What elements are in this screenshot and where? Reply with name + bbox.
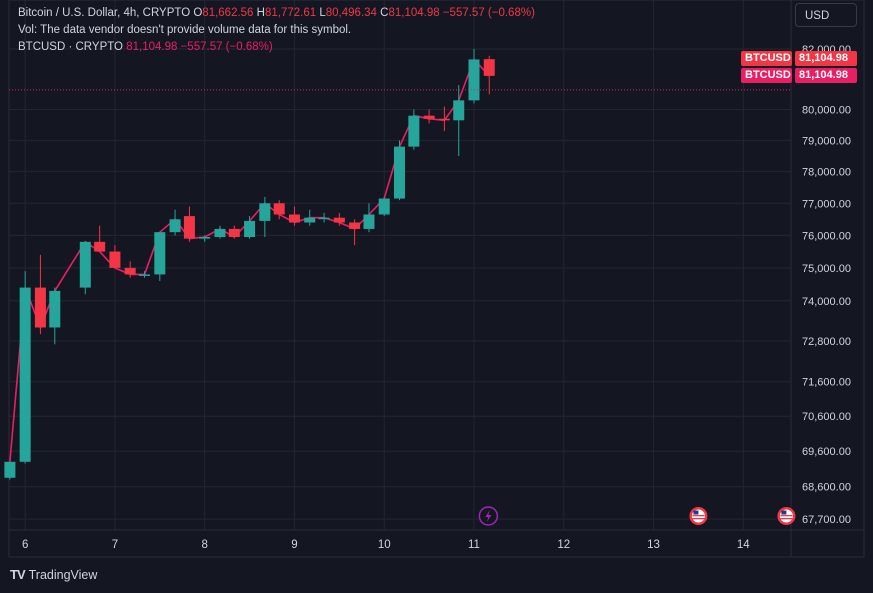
candle-up[interactable]: [378, 198, 390, 215]
candle-up[interactable]: [4, 461, 16, 478]
flag-canton: [693, 510, 699, 515]
candle-down[interactable]: [228, 228, 240, 237]
ohlc-change: −557.57 (−0.68%): [442, 7, 535, 19]
candle-up[interactable]: [259, 203, 271, 221]
y-tick-label: 80,000.00: [802, 105, 851, 117]
y-tick-label: 70,600.00: [802, 411, 851, 423]
y-tick-label: 76,000.00: [802, 230, 851, 242]
price-label-symbol-2: BTCUSD: [741, 68, 792, 83]
x-tick-label: 6: [22, 539, 28, 551]
ohlc-low: L80,496.34: [319, 7, 377, 19]
candle-down[interactable]: [34, 287, 46, 328]
price-label-symbol-1: BTCUSD: [741, 51, 792, 66]
brand-name[interactable]: TradingView: [28, 567, 98, 582]
x-tick-label: 9: [291, 539, 297, 551]
symbol-title[interactable]: Bitcoin / U.S. Dollar, 4h, CRYPTO: [18, 7, 191, 19]
candle-down[interactable]: [109, 251, 121, 268]
ohlc-close: C81,104.98: [380, 7, 440, 19]
lightning-bolt: [485, 510, 492, 522]
flag-stripe: [692, 515, 705, 517]
y-tick-label: 75,000.00: [802, 263, 851, 275]
event-markers[interactable]: [478, 506, 796, 526]
chart-grid: [9, 0, 864, 557]
indicator-name[interactable]: BTCUSD · CRYPTO: [18, 41, 124, 53]
candle-up[interactable]: [318, 217, 330, 220]
candle-up[interactable]: [49, 290, 61, 328]
x-tick-label: 11: [468, 539, 480, 551]
candle-up[interactable]: [244, 220, 256, 237]
x-tick-label: 8: [201, 539, 207, 551]
x-tick-label: 10: [378, 539, 391, 551]
candle-down[interactable]: [273, 203, 285, 215]
flag-stripe: [780, 518, 793, 520]
y-tick-label: 68,600.00: [802, 482, 851, 494]
candle-down[interactable]: [483, 59, 495, 76]
x-tick-label: 14: [737, 539, 750, 551]
candle-down[interactable]: [423, 115, 435, 119]
candle-down[interactable]: [288, 214, 300, 223]
x-tick-label: 7: [112, 539, 118, 551]
candle-up[interactable]: [169, 219, 181, 233]
ohlc-open: O81,662.56: [193, 7, 254, 19]
y-tick-label: 74,000.00: [802, 296, 851, 308]
flag-canton: [781, 510, 787, 515]
y-tick-label: 77,000.00: [802, 198, 851, 210]
y-tick-label: 72,800.00: [802, 336, 851, 348]
y-tick-label: 67,700.00: [802, 514, 851, 526]
tradingview-logo-icon[interactable]: TV: [10, 567, 26, 582]
candle-down[interactable]: [333, 217, 345, 223]
candle-up[interactable]: [468, 59, 480, 101]
x-tick-label: 12: [557, 539, 570, 551]
candle-down[interactable]: [183, 216, 195, 239]
candle-up[interactable]: [393, 146, 405, 199]
y-tick-label: 69,600.00: [802, 446, 851, 458]
candle-up[interactable]: [199, 236, 211, 239]
candle-up[interactable]: [304, 217, 316, 223]
volume-note: Vol: The data vendor doesn't provide vol…: [18, 24, 352, 36]
candle-up[interactable]: [79, 241, 91, 288]
candle-up[interactable]: [19, 287, 31, 462]
y-tick-label: 78,000.00: [802, 167, 851, 179]
indicator-value: 81,104.98: [126, 41, 178, 53]
candles[interactable]: [4, 48, 495, 480]
price-label-value-2: 81,104.98: [795, 68, 857, 83]
candle-up[interactable]: [363, 214, 375, 229]
candle-up[interactable]: [154, 232, 166, 275]
candle-down[interactable]: [349, 222, 361, 229]
candle-up[interactable]: [453, 100, 465, 121]
currency-button[interactable]: USD: [795, 3, 857, 27]
candle-up[interactable]: [408, 115, 420, 147]
y-tick-label: 71,600.00: [802, 377, 851, 389]
candle-down[interactable]: [124, 267, 136, 275]
candle-up[interactable]: [139, 274, 151, 276]
candle-down[interactable]: [438, 118, 450, 121]
candle-up[interactable]: [214, 228, 226, 237]
candle-down[interactable]: [94, 241, 106, 252]
price-axis[interactable]: 82,000.0080,000.0079,000.0078,000.0077,0…: [802, 44, 851, 526]
indicator-change: −557.57 (−0.68%): [180, 41, 273, 53]
chart-frame: [8, 0, 865, 558]
price-label-value-1: 81,104.98: [795, 51, 857, 66]
chart-header: Bitcoin / U.S. Dollar, 4h, CRYPTO O81,66…: [18, 5, 535, 56]
x-tick-label: 13: [647, 539, 660, 551]
footer: TV TradingView: [10, 567, 97, 582]
y-tick-label: 79,000.00: [802, 135, 851, 147]
ohlc-high: H81,772.61: [256, 7, 317, 19]
flag-stripe: [780, 515, 793, 517]
flag-stripe: [692, 518, 705, 520]
time-axis[interactable]: 6 7 8 9 10 11 12 13 14: [22, 539, 750, 551]
